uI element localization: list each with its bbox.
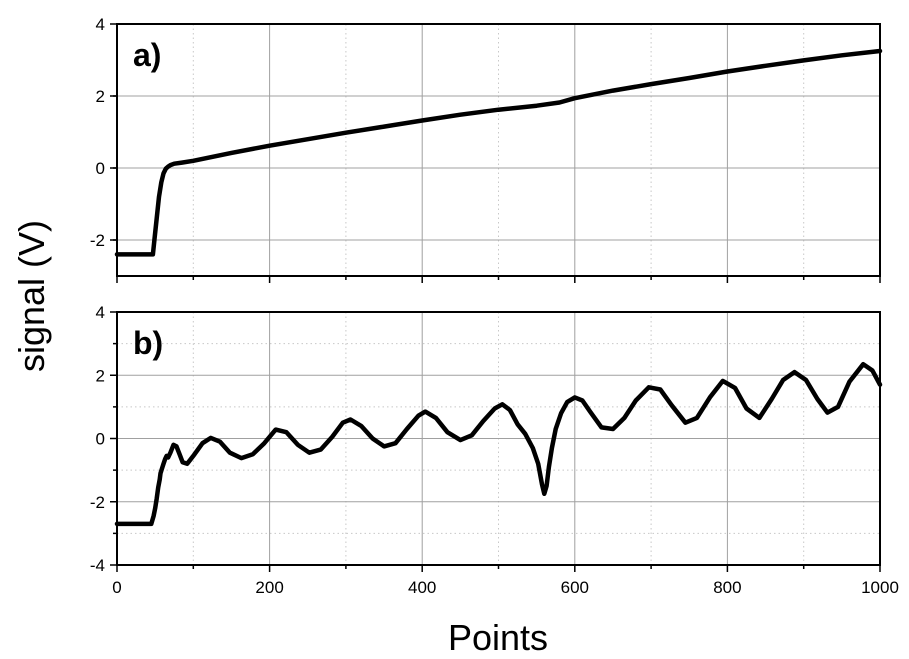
panel-a-y-tick-label: 2 xyxy=(96,87,105,106)
panel-a-y-tick-label: -2 xyxy=(90,231,105,250)
panel-b-y-tick-label: 4 xyxy=(96,303,105,322)
panel-a-y-tick-label: 4 xyxy=(96,15,105,34)
panel-a-grid xyxy=(117,24,880,276)
panel-b-grid xyxy=(117,312,880,565)
panel-b-x-tick-label: 200 xyxy=(255,578,283,597)
panel-b-x-tick-label: 600 xyxy=(561,578,589,597)
panel-a-y-tick-label: 0 xyxy=(96,159,105,178)
panel-b-x-tick-label: 0 xyxy=(112,578,121,597)
panel-b-y-tick-label: -4 xyxy=(90,556,105,575)
panel-a-series-layer xyxy=(114,48,883,257)
panel-b-x-tick-label: 800 xyxy=(713,578,741,597)
panel-b-series-layer xyxy=(114,361,883,527)
panel-b: -4 -2 0 2 4 0 200 400 600 800 1000 b) xyxy=(90,303,899,597)
panel-b-label: b) xyxy=(133,325,163,361)
x-axis-title: Points xyxy=(448,617,548,658)
panel-b-y-tick-label: 2 xyxy=(96,366,105,385)
panel-b-x-tick-label: 400 xyxy=(408,578,436,597)
panel-b-y-tick-label: 0 xyxy=(96,430,105,449)
panel-a-ticks: -2 0 2 4 xyxy=(90,15,881,283)
panel-a: -2 0 2 4 a) xyxy=(90,15,883,283)
panel-b-series-line xyxy=(114,361,883,527)
panel-a-series-line xyxy=(114,48,883,257)
panel-b-ticks: -4 -2 0 2 4 0 200 400 600 800 1000 xyxy=(90,303,899,597)
y-axis-title: signal (V) xyxy=(11,220,52,372)
panel-b-y-tick-label: -2 xyxy=(90,493,105,512)
panel-a-label: a) xyxy=(133,37,161,73)
panel-b-x-tick-label: 1000 xyxy=(861,578,899,597)
